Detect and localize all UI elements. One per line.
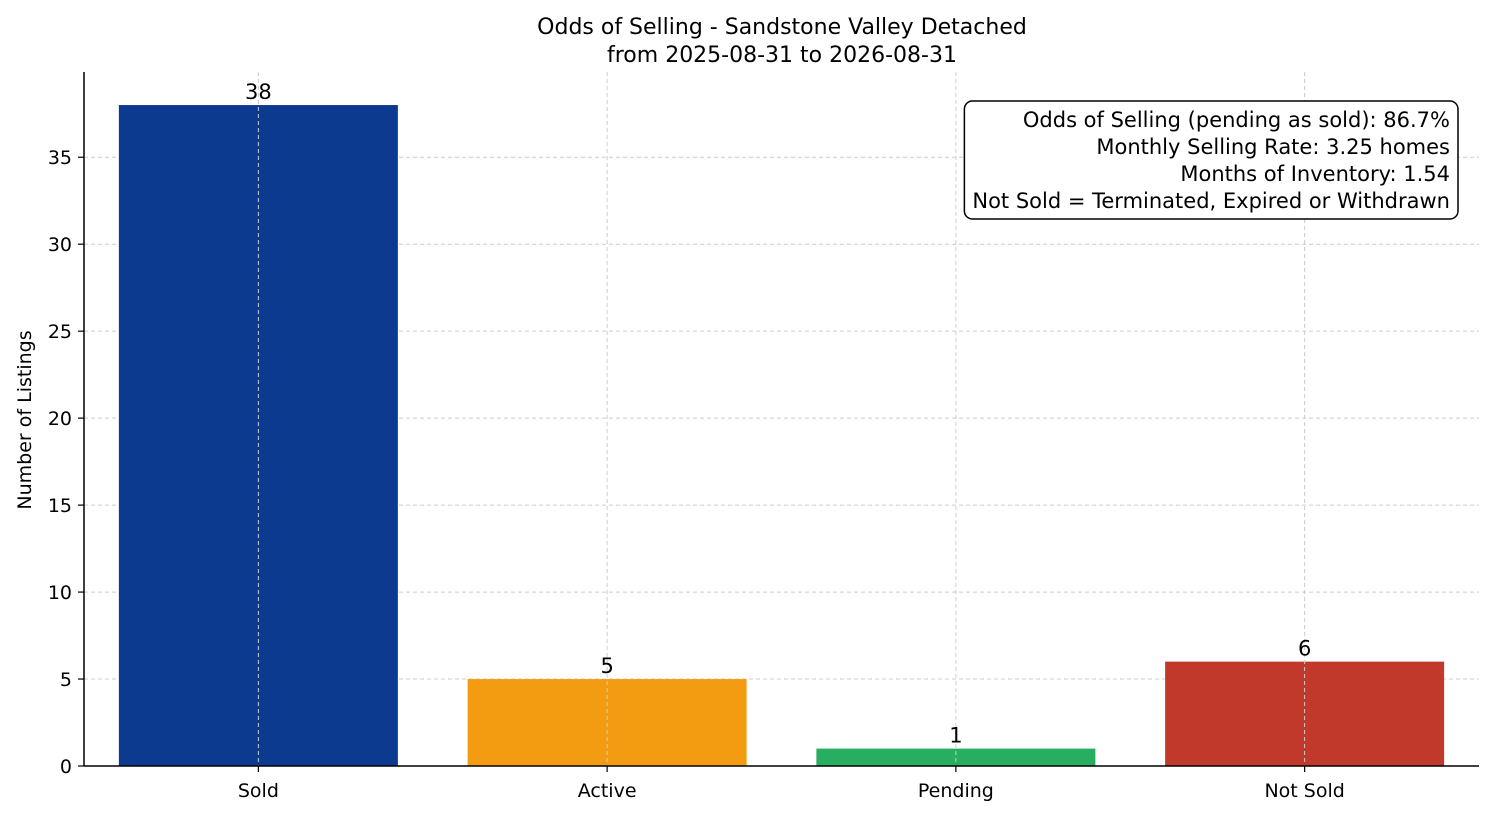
x-tick-label: Not Sold xyxy=(1264,780,1344,802)
bar-value-label: 6 xyxy=(1298,637,1311,661)
info-box-line: Months of Inventory: 1.54 xyxy=(1180,162,1450,186)
x-tick-label: Active xyxy=(578,780,637,802)
chart-title: Odds of Selling - Sandstone Valley Detac… xyxy=(537,15,1027,40)
bar-value-label: 5 xyxy=(600,654,613,678)
labels-layer: 0 5 10 15 20 25 30 35 38 5 1 6 Sold Active Pending Not … xyxy=(48,80,1345,802)
y-tick-label: 30 xyxy=(48,234,72,256)
info-box-line: Monthly Selling Rate: 3.25 homes xyxy=(1096,135,1450,159)
x-tick-label: Pending xyxy=(918,780,994,802)
bar-value-label: 38 xyxy=(245,80,272,104)
bar-sold xyxy=(118,105,398,767)
y-tick-label: 10 xyxy=(48,582,72,604)
x-tick-label: Sold xyxy=(238,780,279,802)
bar-not-sold xyxy=(1165,661,1445,766)
y-tick-label: 0 xyxy=(60,756,72,778)
y-tick-label: 5 xyxy=(60,669,72,691)
y-tick-label: 15 xyxy=(48,495,72,517)
info-box-line: Odds of Selling (pending as sold): 86.7% xyxy=(1023,108,1450,132)
y-axis-label: Number of Listings xyxy=(14,330,36,509)
chart-subtitle: from 2025-08-31 to 2026-08-31 xyxy=(607,43,957,68)
bar-pending xyxy=(816,748,1096,766)
bar-value-label: 1 xyxy=(949,724,962,748)
y-tick-label: 35 xyxy=(48,147,72,169)
info-box: Odds of Selling (pending as sold): 86.7%… xyxy=(963,100,1459,220)
info-box-line: Not Sold = Terminated, Expired or Withdr… xyxy=(972,189,1450,213)
y-tick-label: 25 xyxy=(48,321,72,343)
y-tick-label: 20 xyxy=(48,408,72,430)
axes-layer xyxy=(78,72,1479,772)
info-box-frame xyxy=(963,100,1459,220)
